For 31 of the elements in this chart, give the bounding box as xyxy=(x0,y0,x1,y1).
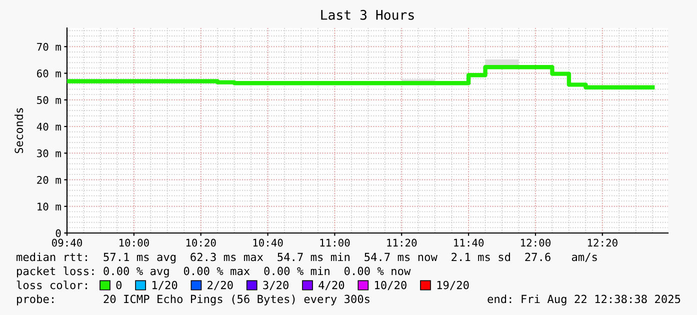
legend-label: 10/20 xyxy=(375,280,406,290)
x-tick-label: 10:40 xyxy=(253,238,283,247)
legend-label: 19/20 xyxy=(437,280,469,290)
y-tick-label: 0 xyxy=(56,229,61,238)
y-tick-label: 10 m xyxy=(38,202,61,211)
legend-label: 3/20 xyxy=(263,280,288,290)
x-tick-label: 12:00 xyxy=(521,238,550,247)
legend-label: 2/20 xyxy=(208,280,233,290)
y-axis-title: Seconds xyxy=(14,108,24,154)
x-tick-label: 11:00 xyxy=(320,238,350,247)
x-tick-label: 10:20 xyxy=(186,238,216,247)
x-tick-label: 10:00 xyxy=(119,238,149,247)
legend-label: 4/20 xyxy=(318,280,344,290)
x-tick-label: 09:40 xyxy=(52,238,82,247)
legend-label: 0 xyxy=(116,280,122,290)
legend-title: loss color: xyxy=(16,280,87,290)
x-tick-label: 11:20 xyxy=(387,238,417,247)
x-tick-label: 12:20 xyxy=(588,238,618,247)
chart-title: Last 3 Hours xyxy=(321,10,414,20)
x-tick-label: 11:40 xyxy=(454,238,484,247)
text: median rtt: 57.1 ms avg 62.3 ms max 54.7 ms min 54.7 ms now 2.1 ms sd 27.6 am/s xyxy=(16,252,597,264)
y-tick-label: 40 m xyxy=(36,122,61,131)
y-tick-label: 30 m xyxy=(37,149,61,158)
text: probe: 20 ICMP Echo Pings (56 Bytes) every 300s xyxy=(17,294,370,306)
y-tick-label: 50 m xyxy=(37,96,61,104)
y-tick-label: 60 m xyxy=(37,70,61,78)
text: end: Fri Aug 22 12:38:38 2025 xyxy=(488,294,680,306)
y-tick-label: 70 m xyxy=(37,42,61,51)
text: packet loss: 0.00 % avg 0.00 % max 0.00 % min 0.00 % now xyxy=(17,266,411,278)
legend-label: 1/20 xyxy=(152,280,178,290)
y-tick-label: 20 m xyxy=(37,176,61,184)
